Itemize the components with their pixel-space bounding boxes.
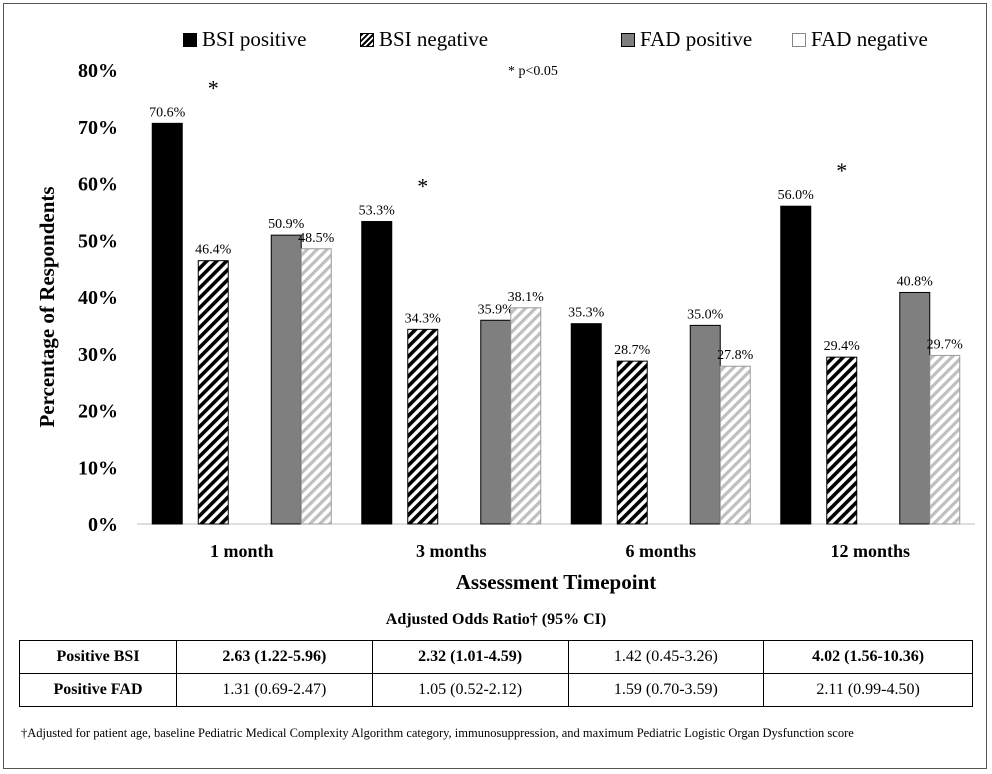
data-label: 35.9% bbox=[478, 302, 515, 317]
data-label: 50.9% bbox=[268, 217, 305, 232]
x-tick-label: 6 months bbox=[625, 541, 696, 561]
legend-item-bsi-negative: BSI negative bbox=[360, 27, 488, 52]
significance-note: * p<0.05 bbox=[508, 64, 558, 79]
significance-marker: * bbox=[208, 75, 219, 100]
x-tick-label: 1 month bbox=[210, 541, 274, 561]
y-tick-label: 10% bbox=[78, 457, 118, 479]
figure-frame bbox=[3, 3, 987, 769]
odds-ratio-table-title: Adjusted Odds Ratio† (95% CI) bbox=[385, 611, 607, 628]
data-label: 53.3% bbox=[359, 204, 396, 219]
bar-bsi-positive bbox=[361, 221, 393, 525]
legend-swatch-bsi-negative bbox=[360, 32, 374, 47]
y-tick-label: 60% bbox=[78, 174, 118, 196]
data-label: 29.7% bbox=[927, 337, 964, 352]
table-cell: 4.02 (1.56-10.36) bbox=[763, 640, 973, 674]
significance-marker: * bbox=[836, 158, 847, 183]
bar-fad-positive bbox=[480, 319, 512, 525]
table-row: Positive BSI 2.63 (1.22-5.96) 2.32 (1.01… bbox=[19, 640, 973, 674]
bar-fad-positive bbox=[270, 234, 302, 525]
bar-bsi-negative bbox=[616, 360, 648, 525]
data-label: 29.4% bbox=[824, 339, 861, 354]
legend-label-bsi-positive: BSI positive bbox=[202, 27, 307, 51]
table-cell: 2.11 (0.99-4.50) bbox=[763, 673, 973, 707]
y-tick-label: 30% bbox=[78, 344, 118, 366]
bar-bsi-positive bbox=[780, 205, 812, 525]
table-row: Positive FAD 1.31 (0.69-2.47) 1.05 (0.52… bbox=[19, 673, 973, 707]
table-cell: 1.05 (0.52-2.12) bbox=[371, 673, 569, 707]
table-cell: 1.31 (0.69-2.47) bbox=[176, 673, 373, 707]
data-label: 35.3% bbox=[568, 306, 605, 321]
y-axis-title: Percentage of Respondents bbox=[35, 186, 59, 427]
bar-fad-negative bbox=[300, 248, 332, 525]
y-tick-label: 0% bbox=[88, 514, 118, 536]
legend-item-fad-negative: FAD negative bbox=[792, 27, 928, 52]
legend-swatch-bsi-positive bbox=[183, 32, 197, 47]
row-label: Positive BSI bbox=[19, 640, 177, 674]
legend-label-fad-positive: FAD positive bbox=[640, 27, 753, 51]
row-label: Positive FAD bbox=[19, 673, 177, 707]
y-tick-label: 80% bbox=[78, 60, 118, 82]
data-label: 48.5% bbox=[298, 231, 335, 246]
x-tick-label: 3 months bbox=[416, 541, 487, 561]
table-cell: 1.42 (0.45-3.26) bbox=[567, 640, 765, 674]
significance-marker: * bbox=[417, 174, 428, 199]
bar-bsi-negative bbox=[197, 260, 229, 525]
data-label: 40.8% bbox=[897, 274, 934, 289]
x-axis-title: Assessment Timepoint bbox=[456, 570, 657, 594]
bar-fad-negative bbox=[510, 307, 542, 525]
data-label: 56.0% bbox=[778, 188, 815, 203]
y-tick-label: 50% bbox=[78, 230, 118, 252]
odds-ratio-table: Positive BSI 2.63 (1.22-5.96) 2.32 (1.01… bbox=[19, 640, 973, 707]
legend-label-fad-negative: FAD negative bbox=[811, 27, 928, 51]
bar-bsi-positive bbox=[570, 323, 602, 525]
data-label: 38.1% bbox=[508, 290, 545, 305]
legend-swatch-fad-positive bbox=[621, 32, 635, 47]
x-tick-label: 12 months bbox=[830, 541, 910, 561]
bar-bsi-negative bbox=[826, 356, 858, 525]
legend-item-bsi-positive: BSI positive bbox=[183, 27, 306, 52]
data-label: 46.4% bbox=[195, 243, 232, 258]
bar-fad-positive bbox=[899, 291, 931, 525]
bar-fad-negative bbox=[929, 354, 961, 525]
data-label: 27.8% bbox=[717, 348, 754, 363]
data-label: 35.0% bbox=[687, 307, 724, 322]
table-cell: 1.59 (0.70-3.59) bbox=[567, 673, 765, 707]
legend-label-bsi-negative: BSI negative bbox=[379, 27, 489, 51]
bar-fad-positive bbox=[689, 324, 721, 525]
y-tick-label: 40% bbox=[78, 287, 118, 309]
data-label: 28.7% bbox=[614, 343, 651, 358]
y-tick-label: 20% bbox=[78, 401, 118, 423]
y-tick-label: 70% bbox=[78, 117, 118, 139]
legend-item-fad-positive: FAD positive bbox=[621, 27, 752, 52]
table-cell: 2.63 (1.22-5.96) bbox=[176, 640, 373, 674]
bar-bsi-positive bbox=[151, 122, 183, 525]
bar-chart: Percentage of Respondents 0% 10% 20% 30% 40% 5… bbox=[35, 60, 975, 594]
bar-fad-negative bbox=[719, 365, 751, 525]
data-label: 34.3% bbox=[405, 311, 442, 326]
legend-swatch-fad-negative bbox=[792, 32, 806, 47]
data-label: 70.6% bbox=[149, 105, 186, 120]
bar-bsi-negative bbox=[407, 328, 439, 525]
footnote: †Adjusted for patient age, baseline Pedi… bbox=[21, 726, 854, 740]
table-cell: 2.32 (1.01-4.59) bbox=[371, 640, 569, 674]
